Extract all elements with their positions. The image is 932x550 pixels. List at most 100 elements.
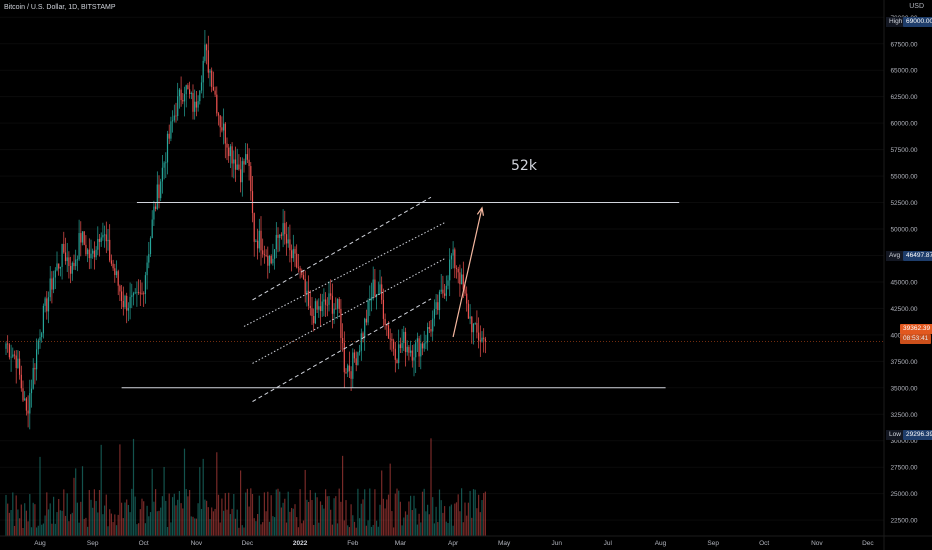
candle-body bbox=[340, 308, 342, 338]
volume-bar bbox=[63, 489, 65, 536]
volume-bar bbox=[471, 517, 473, 536]
candle-body bbox=[319, 306, 322, 312]
volume-bar bbox=[236, 509, 238, 536]
candle-body bbox=[314, 301, 316, 324]
volume-bar bbox=[17, 509, 19, 536]
volume-bar bbox=[199, 467, 201, 536]
volume-bar bbox=[149, 512, 152, 536]
candle-body bbox=[353, 352, 356, 359]
candle-body bbox=[236, 164, 238, 170]
volume-bar bbox=[30, 527, 33, 536]
candle-body bbox=[216, 94, 218, 114]
volume-bar bbox=[200, 508, 203, 536]
volume-bar bbox=[464, 502, 466, 536]
candle-body bbox=[5, 343, 7, 349]
candle-body bbox=[114, 268, 116, 276]
candle-body bbox=[10, 356, 12, 358]
volume-bar bbox=[58, 499, 60, 536]
candle-body bbox=[428, 327, 430, 330]
volume-bar bbox=[379, 504, 381, 536]
volume-bar bbox=[42, 523, 44, 536]
candle-body bbox=[143, 293, 145, 295]
candle-body bbox=[301, 270, 303, 276]
volume-bar bbox=[206, 500, 208, 536]
candle-body bbox=[338, 298, 340, 309]
volume-bar bbox=[294, 504, 296, 536]
candle-body bbox=[189, 89, 191, 95]
volume-bar bbox=[330, 509, 332, 536]
volume-bar bbox=[399, 501, 401, 536]
volume-bar bbox=[97, 512, 99, 536]
volume-bar bbox=[306, 499, 308, 536]
candle-body bbox=[280, 234, 282, 236]
candle-body bbox=[226, 143, 228, 148]
volume-bar bbox=[401, 525, 403, 536]
candle-body bbox=[289, 239, 291, 251]
candle-body bbox=[149, 238, 152, 255]
volume-bar bbox=[64, 515, 67, 536]
volume-bar bbox=[420, 522, 422, 536]
candle-body bbox=[404, 331, 407, 353]
volume-bar bbox=[168, 493, 170, 536]
volume-bar bbox=[197, 503, 199, 536]
candles bbox=[5, 29, 486, 430]
volume-bar bbox=[404, 511, 407, 536]
volume-bar bbox=[430, 438, 432, 536]
volume-bar bbox=[308, 502, 310, 536]
volume-bar bbox=[13, 525, 16, 536]
volume-bar bbox=[185, 489, 187, 536]
candle-body bbox=[185, 85, 187, 95]
channel-line bbox=[252, 196, 432, 301]
candle-body bbox=[449, 259, 451, 281]
volume-bar bbox=[92, 507, 94, 536]
candle-body bbox=[37, 340, 39, 350]
candle-body bbox=[156, 184, 158, 210]
volume-bar bbox=[163, 466, 165, 536]
candle-body bbox=[279, 234, 281, 238]
volume-bar bbox=[143, 501, 145, 536]
volume-bar bbox=[148, 516, 150, 536]
volume-bar bbox=[454, 503, 456, 536]
candle-body bbox=[59, 267, 61, 269]
candle-body bbox=[282, 223, 284, 236]
candle-body bbox=[102, 234, 104, 238]
volume-bar bbox=[285, 522, 288, 536]
candle-body bbox=[304, 278, 306, 295]
candle-body bbox=[165, 162, 167, 164]
volume-bar bbox=[146, 505, 148, 536]
volume-bar bbox=[280, 507, 282, 536]
volume-bar bbox=[387, 494, 390, 536]
volume-bar bbox=[238, 527, 240, 536]
candle-body bbox=[452, 249, 454, 256]
volume-bar bbox=[112, 522, 114, 536]
volume-bar bbox=[87, 526, 89, 536]
volume-bar bbox=[192, 516, 194, 536]
candle-body bbox=[260, 230, 262, 251]
volume-bar bbox=[136, 524, 138, 536]
volume-bar bbox=[413, 495, 415, 536]
candle-body bbox=[335, 308, 337, 310]
candle-body bbox=[183, 94, 186, 102]
volume-bar bbox=[474, 489, 476, 536]
volume-bar bbox=[75, 468, 77, 536]
candle-body bbox=[131, 295, 133, 297]
low-tag-label: Low bbox=[886, 430, 904, 440]
candle-body bbox=[433, 308, 435, 319]
candle-body bbox=[306, 290, 308, 295]
x-tick-label: Nov bbox=[191, 540, 203, 547]
candle-body bbox=[190, 93, 192, 95]
candle-body bbox=[234, 159, 237, 170]
volume-bar bbox=[51, 523, 53, 536]
volume-bar bbox=[126, 499, 128, 536]
high-tag-value: 69000.00 bbox=[903, 17, 932, 27]
volume-bar bbox=[416, 524, 418, 536]
volume-bar bbox=[318, 522, 320, 536]
candle-body bbox=[223, 123, 225, 131]
volume-bar bbox=[452, 525, 454, 536]
candle-body bbox=[408, 346, 410, 353]
volume-bar bbox=[139, 509, 141, 536]
candle-body bbox=[272, 258, 274, 264]
candle-body bbox=[432, 318, 434, 332]
candle-body bbox=[440, 289, 442, 292]
